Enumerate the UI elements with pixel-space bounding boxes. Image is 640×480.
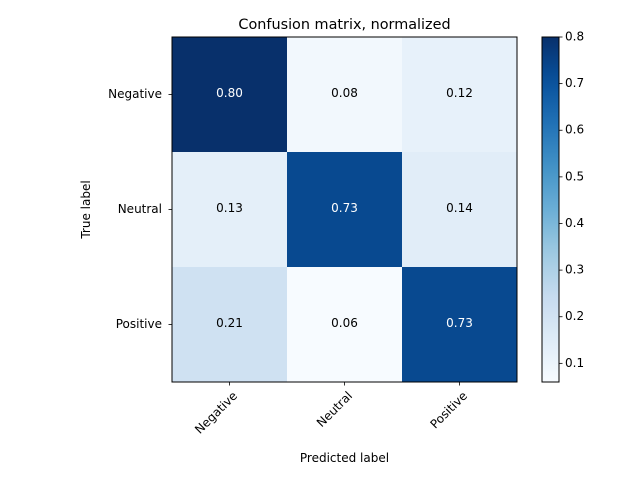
colorbar-tick-label-1: 0.2	[565, 309, 584, 323]
x-tick-label-1: Neutral	[314, 389, 355, 430]
colorbar-ticks: 0.1 0.2 0.3 0.4 0.5 0.6 0.7 0.8	[559, 30, 584, 370]
heatmap-cell-0-1	[287, 37, 403, 153]
heatmap-cell-1-0	[172, 152, 288, 268]
cell-value-label-0-0: 0.80	[216, 86, 243, 100]
heatmap-cell-2-2	[402, 267, 518, 383]
heatmap-cell-2-1	[287, 267, 403, 383]
cell-value-label-0-1: 0.08	[331, 86, 358, 100]
heatmap-cell-1-1	[287, 152, 403, 268]
colorbar-tick-label-5: 0.6	[565, 123, 584, 137]
y-axis-ticks: Negative Neutral Positive	[108, 87, 172, 331]
x-axis-ticks: Negative Neutral Positive	[192, 382, 470, 437]
cell-value-label-1-0: 0.13	[216, 201, 243, 215]
heatmap-cell-2-0	[172, 267, 288, 383]
x-tick-label-2: Positive	[427, 389, 470, 432]
colorbar	[541, 36, 560, 383]
heatmap-cell-0-2	[402, 37, 518, 153]
colorbar-tick-label-6: 0.7	[565, 76, 584, 90]
y-tick-label-0: Negative	[108, 87, 162, 101]
heatmap-value-labels: 0.80 0.08 0.12 0.13 0.73 0.14 0.21 0.06 0.73	[216, 86, 473, 330]
x-tick-label-0: Negative	[192, 389, 240, 437]
y-axis-title: True label	[79, 180, 93, 239]
cell-value-label-2-1: 0.06	[331, 316, 358, 330]
colorbar-tick-label-0: 0.1	[565, 356, 584, 370]
cell-value-label-1-2: 0.14	[446, 201, 473, 215]
cell-value-label-2-2: 0.73	[446, 316, 473, 330]
heatmap-cell-1-2	[402, 152, 518, 268]
colorbar-tick-label-2: 0.3	[565, 263, 584, 277]
colorbar-tick-label-3: 0.4	[565, 216, 584, 230]
heatmap-cell-0-0	[172, 37, 288, 153]
cell-value-label-2-0: 0.21	[216, 316, 243, 330]
chart-title: Confusion matrix, normalized	[238, 17, 450, 33]
colorbar-tick-label-4: 0.5	[565, 169, 584, 183]
x-axis-title: Predicted label	[300, 451, 389, 465]
heatmap-cells	[172, 37, 518, 383]
cell-value-label-0-2: 0.12	[446, 86, 473, 100]
cell-value-label-1-1: 0.73	[331, 201, 358, 215]
y-tick-label-2: Positive	[116, 317, 162, 331]
colorbar-tick-label-7: 0.8	[565, 30, 584, 44]
y-tick-label-1: Neutral	[118, 202, 162, 216]
